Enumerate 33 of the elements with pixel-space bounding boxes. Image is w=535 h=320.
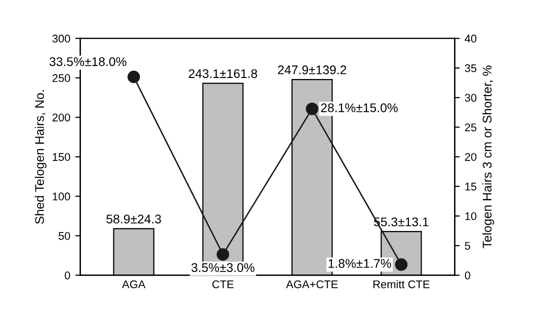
point [395, 258, 408, 271]
y2-axis-title: Telogen Hairs 3 cm or Shorter, % [482, 66, 494, 248]
y-tick-label: 150 [52, 153, 70, 161]
y2-tick-label: 10 [465, 212, 476, 220]
y2-tick-label: 0 [464, 271, 470, 280]
x-tick-label: AGA [122, 280, 146, 288]
y-tick-label: 50 [58, 232, 70, 240]
x-tick-label: AGA+CTE [286, 280, 338, 288]
y-tick-label: 100 [52, 192, 70, 200]
y2-tick-label: 35 [464, 64, 476, 72]
x-tick-label: CTE [212, 280, 234, 288]
y-tick-label: 0 [64, 271, 70, 280]
y-tick-label: 200 [52, 114, 70, 122]
x-tick-label: Remitt CTE [373, 280, 430, 288]
data-label: 247.9±139.2 [278, 65, 346, 74]
y2-tick-label: 30 [464, 94, 476, 102]
y2-tick-label: 25 [465, 123, 476, 132]
point [306, 102, 318, 116]
data-label: 58.9±24.3 [106, 214, 161, 224]
y-tick-label: 300 [52, 34, 70, 43]
point [216, 248, 230, 261]
y2-tick-label: 40 [464, 34, 476, 43]
data-label: 28.1%±15.0% [321, 103, 398, 112]
y2-tick-label: 5 [464, 242, 470, 250]
y2-tick-label: 15 [465, 182, 476, 191]
data-label: 3.5%±3.0% [191, 263, 254, 272]
data-label: 1.8%±1.7% [328, 259, 392, 268]
y-axis-title: Shed Telogen Hairs, No. [34, 90, 46, 224]
y2-tick-label: 20 [465, 153, 476, 161]
data-label: 33.5%±18.0% [50, 57, 126, 66]
data-label: 243.1±161.8 [188, 69, 258, 78]
point [128, 70, 140, 84]
y-tick-label: 250 [52, 74, 70, 82]
